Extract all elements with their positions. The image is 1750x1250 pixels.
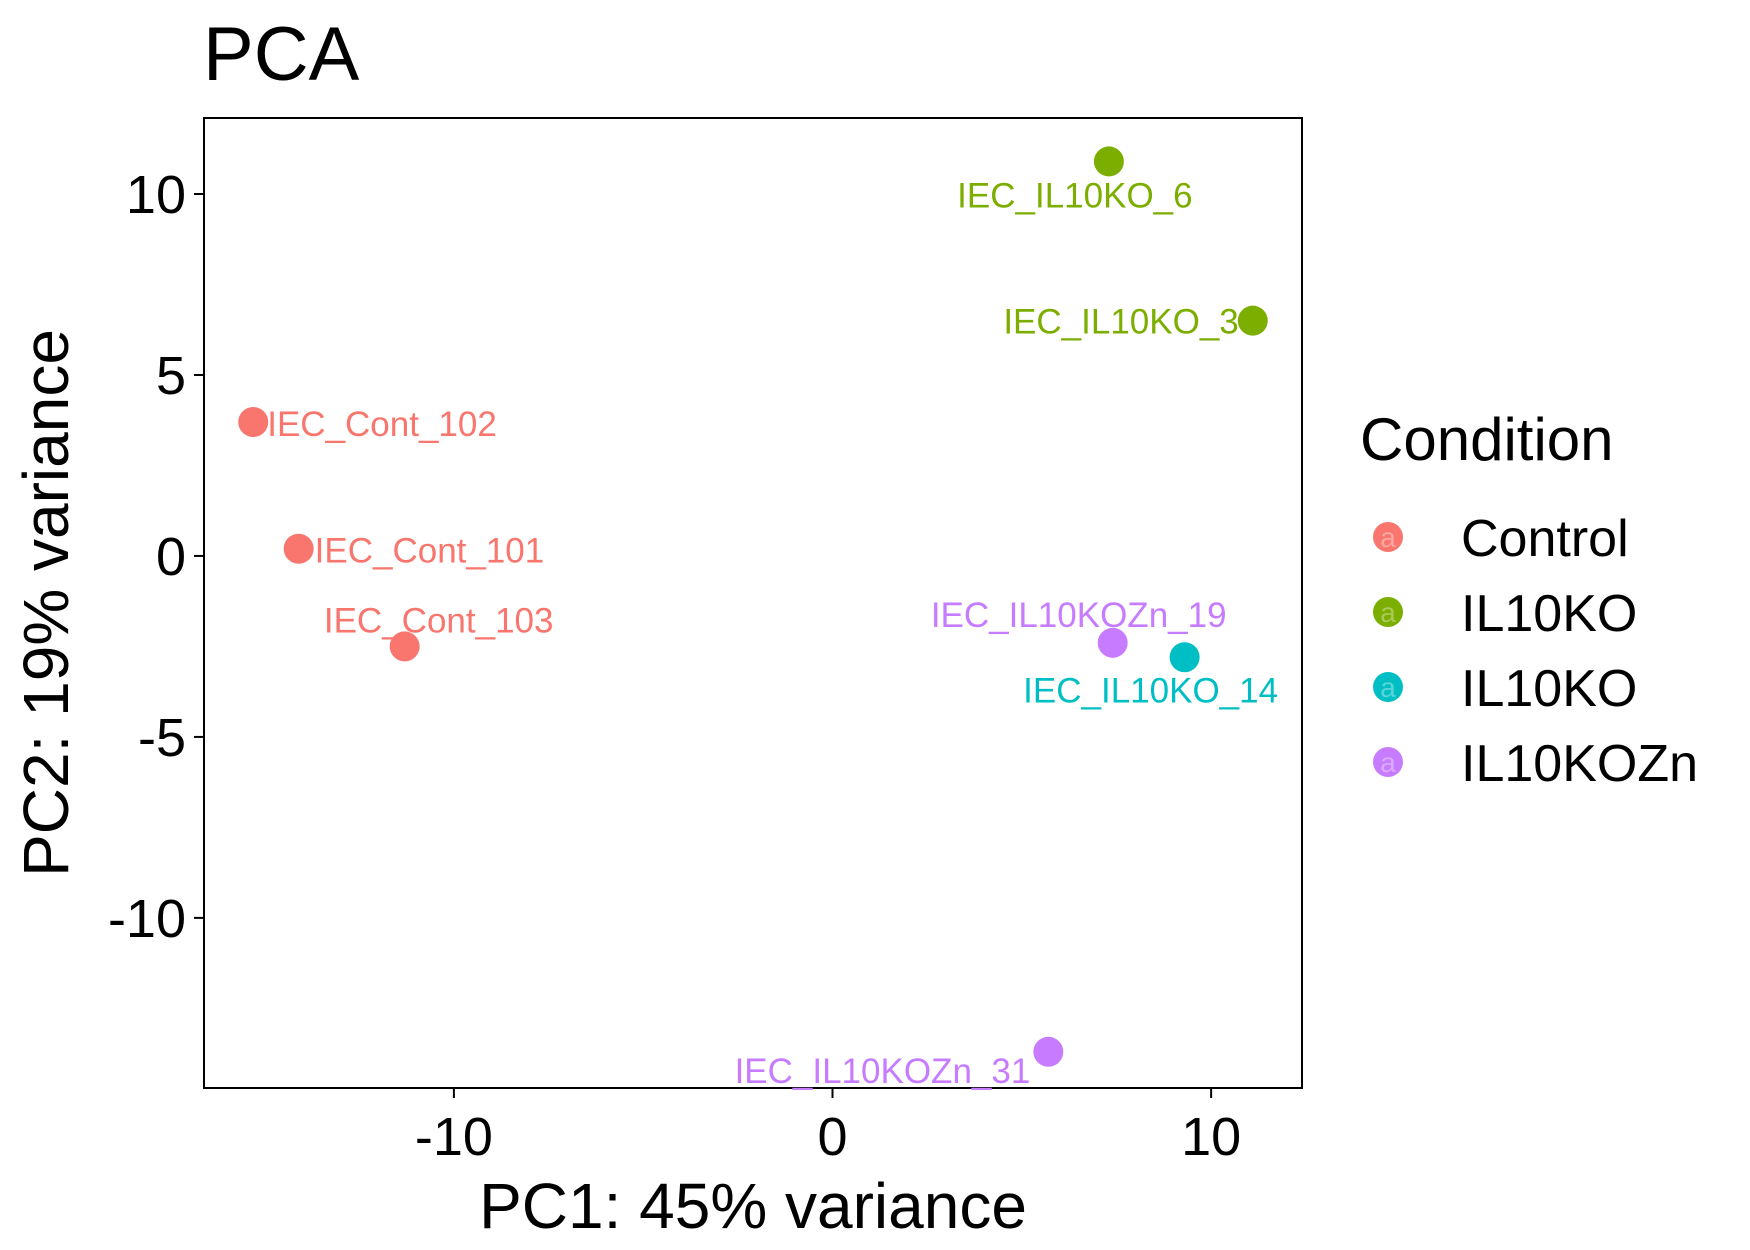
point-label: IEC_IL10KO_14 (1023, 671, 1278, 710)
data-point (1093, 146, 1124, 177)
y-tick-label: -10 (108, 889, 186, 949)
legend-label: IL10KO (1461, 660, 1637, 718)
point-label: IEC_Cont_103 (324, 601, 554, 640)
chart-title: PCA (203, 12, 360, 97)
point-labels: IEC_Cont_102 IEC_Cont_101 IEC_Cont_103 IEC_… (267, 176, 1278, 1090)
legend-key (1373, 522, 1403, 552)
x-tick-label: 0 (817, 1107, 847, 1167)
y-axis-title: PC2: 19% variance (10, 329, 82, 877)
data-point (283, 533, 314, 564)
legend: Condition a Control a IL10KO a IL10KO a IL10KOZ… (1360, 406, 1698, 793)
y-tick-label: 5 (156, 346, 186, 406)
x-tick-label: -10 (415, 1107, 493, 1167)
legend-key (1373, 747, 1403, 777)
data-point (238, 407, 269, 438)
point-label: IEC_IL10KO_3 (1003, 303, 1238, 342)
data-points (238, 146, 1268, 1067)
plot-panel (203, 117, 1303, 1089)
data-point (1097, 627, 1128, 658)
point-label: IEC_Cont_101 (315, 532, 545, 571)
legend-title: Condition (1360, 406, 1614, 473)
y-tick-label: 0 (156, 527, 186, 587)
legend-label: IL10KOZn (1461, 735, 1698, 793)
legend-key-glyph: a (1380, 747, 1396, 778)
legend-key-glyph: a (1380, 522, 1396, 553)
legend-label: Control (1461, 510, 1629, 568)
y-tick-label: 10 (126, 165, 186, 225)
data-point (1237, 305, 1268, 336)
x-tick-label: 10 (1181, 1107, 1241, 1167)
point-label: IEC_IL10KOZn_19 (931, 596, 1227, 635)
legend-key-glyph: a (1380, 672, 1396, 703)
legend-key (1373, 672, 1403, 702)
legend-key (1373, 597, 1403, 627)
data-point (1169, 642, 1200, 673)
y-axis: 10 5 0 -5 -10 (108, 165, 204, 949)
legend-key-glyph: a (1380, 597, 1396, 628)
point-label: IEC_IL10KO_6 (957, 176, 1192, 215)
data-point (389, 631, 420, 662)
x-axis-title: PC1: 45% variance (479, 1170, 1027, 1242)
x-axis: -10 0 10 (415, 1088, 1241, 1167)
y-tick-label: -5 (138, 708, 186, 768)
legend-label: IL10KO (1461, 585, 1637, 643)
point-label: IEC_IL10KOZn_31 (735, 1052, 1031, 1091)
data-point (1033, 1036, 1064, 1067)
point-label: IEC_Cont_102 (267, 405, 497, 444)
